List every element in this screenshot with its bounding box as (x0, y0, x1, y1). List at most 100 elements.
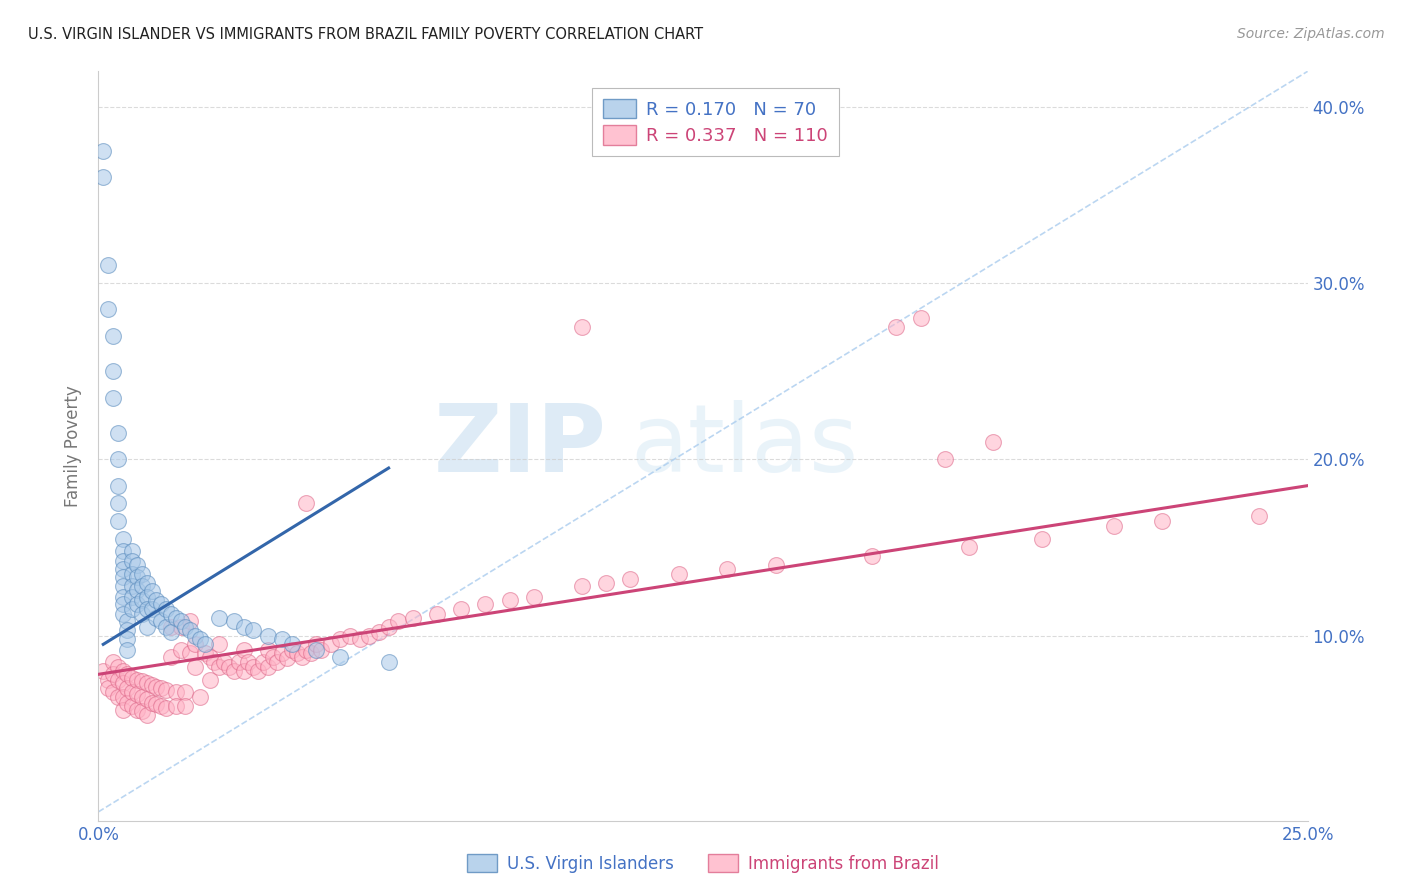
Point (135, 590, 157, 604)
Point (127, 558, 149, 572)
Point (111, 590, 134, 604)
Point (150, 597, 173, 611)
Point (135, 575, 157, 590)
Point (107, 690, 129, 705)
Point (107, 452, 129, 467)
Point (309, 642, 332, 657)
Point (101, 364, 124, 378)
Point (131, 674, 153, 689)
Point (256, 660, 278, 674)
Point (131, 579, 153, 593)
Point (141, 584, 163, 599)
Legend: U.S. Virgin Islanders, Immigrants from Brazil: U.S. Virgin Islanders, Immigrants from B… (461, 847, 945, 880)
Point (377, 655, 399, 669)
Point (97, 258, 120, 272)
Point (198, 649, 221, 664)
Point (295, 496, 318, 510)
Point (111, 676, 134, 690)
Point (957, 541, 980, 555)
Point (218, 660, 240, 674)
Y-axis label: Family Poverty: Family Poverty (65, 385, 83, 507)
Point (165, 699, 187, 714)
Point (194, 646, 217, 660)
Point (256, 642, 278, 657)
Point (368, 625, 391, 640)
Point (141, 678, 163, 692)
Point (179, 615, 201, 629)
Point (150, 699, 173, 714)
Point (127, 582, 149, 597)
Point (232, 642, 254, 657)
Point (184, 660, 207, 674)
Point (252, 655, 274, 669)
Point (127, 702, 149, 716)
Point (329, 632, 352, 646)
Point (194, 637, 217, 651)
Point (285, 646, 308, 660)
Point (101, 391, 124, 405)
Point (150, 681, 173, 696)
Point (135, 620, 157, 634)
Point (222, 664, 245, 678)
Point (127, 673, 149, 687)
Point (208, 660, 231, 674)
Point (571, 320, 593, 334)
Point (290, 649, 312, 664)
Point (349, 632, 371, 646)
Point (271, 646, 294, 660)
Point (1249, 508, 1271, 523)
Point (111, 664, 134, 678)
Point (101, 685, 124, 699)
Point (305, 637, 328, 651)
Point (262, 649, 284, 664)
Point (668, 566, 690, 581)
Point (281, 642, 304, 657)
Point (295, 642, 318, 657)
Point (232, 664, 254, 678)
Point (145, 698, 167, 712)
Point (450, 602, 472, 616)
Point (101, 655, 124, 669)
Point (339, 628, 361, 642)
Point (160, 607, 183, 622)
Point (160, 625, 183, 640)
Point (101, 328, 124, 343)
Point (141, 602, 163, 616)
Point (174, 699, 197, 714)
Point (1031, 532, 1053, 546)
Point (271, 632, 294, 646)
Point (131, 593, 153, 607)
Point (121, 579, 143, 593)
Point (131, 704, 153, 718)
Point (117, 667, 139, 681)
Point (169, 615, 191, 629)
Point (981, 434, 1004, 449)
Point (107, 496, 129, 510)
Point (111, 607, 134, 622)
Point (242, 660, 264, 674)
Point (117, 681, 139, 696)
Point (117, 615, 139, 629)
Point (426, 607, 449, 622)
Point (155, 701, 177, 715)
Point (107, 478, 129, 492)
Point (188, 690, 211, 705)
Point (121, 554, 143, 568)
Point (121, 602, 143, 616)
Point (155, 683, 177, 698)
Point (208, 611, 231, 625)
Point (204, 655, 226, 669)
Point (305, 642, 328, 657)
Point (107, 673, 129, 687)
Point (91, 170, 114, 185)
Point (160, 649, 183, 664)
Point (91, 144, 114, 158)
Point (188, 632, 211, 646)
Point (523, 590, 546, 604)
Point (208, 637, 231, 651)
Point (121, 685, 143, 699)
Point (222, 615, 245, 629)
Point (377, 620, 399, 634)
Point (121, 590, 143, 604)
Point (329, 649, 352, 664)
